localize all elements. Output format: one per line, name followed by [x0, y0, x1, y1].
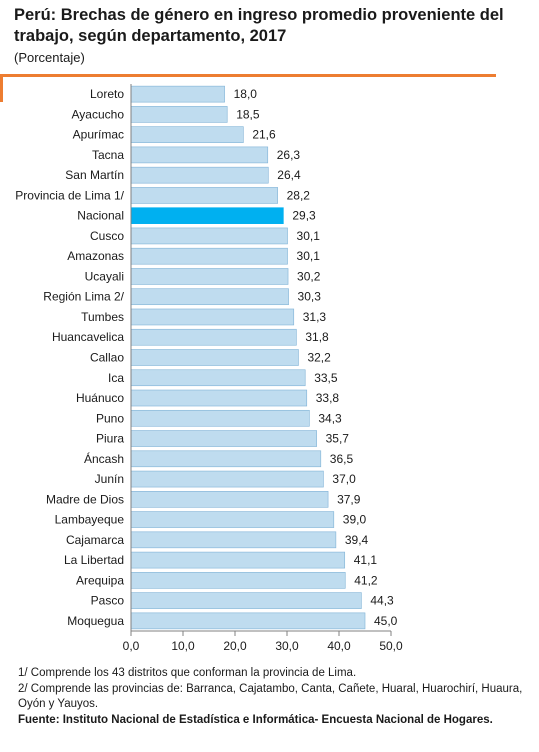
bar [130, 207, 284, 224]
bar [130, 389, 308, 407]
bar-chart: Loreto 18,0 Ayacucho 18,5 Apurímac 21,6 Tacna 2… [15, 84, 403, 653]
bar [130, 612, 366, 630]
bar [130, 85, 225, 103]
value-label: 33,8 [316, 391, 340, 405]
bar [130, 166, 269, 184]
bar [130, 106, 228, 123]
category-label: Ica [108, 371, 124, 385]
bar [130, 187, 278, 204]
x-tick-label: 50,0 [379, 639, 403, 653]
chart-footer: 1/ Comprende los 43 distritos que confor… [18, 666, 533, 728]
bar [130, 308, 295, 326]
bar [130, 409, 310, 427]
category-label: Áncash [84, 451, 124, 466]
bar [130, 430, 317, 447]
category-label: Huancavelica [52, 330, 124, 344]
category-label: Amazonas [67, 249, 124, 263]
value-label: 34,3 [318, 411, 342, 425]
value-label: 44,3 [370, 594, 394, 608]
category-label: La Libertad [64, 553, 124, 567]
category-label: Ucayali [85, 269, 124, 283]
bar [130, 491, 329, 508]
bar [130, 328, 297, 346]
x-tick-label: 10,0 [171, 639, 195, 653]
value-label: 33,5 [314, 371, 338, 385]
bar [130, 450, 322, 468]
value-label: 29,3 [292, 209, 316, 223]
bar [130, 511, 335, 528]
footnote-1: 1/ Comprende los 43 distritos que confor… [18, 667, 357, 679]
chart-header: Perú: Brechas de género en ingreso prome… [0, 0, 539, 102]
category-label: Madre de Dios [46, 492, 124, 506]
value-label: 39,4 [345, 533, 369, 547]
header-accent-tick [0, 74, 3, 102]
category-label: Piura [96, 432, 124, 446]
value-label: 28,2 [287, 188, 311, 202]
bar [130, 349, 299, 366]
category-label: Región Lima 2/ [43, 290, 124, 304]
category-label: Pasco [91, 594, 125, 608]
category-label: Callao [90, 351, 124, 365]
category-label: Huánuco [76, 391, 124, 405]
bar [130, 146, 269, 164]
bar [130, 531, 337, 549]
bar [130, 268, 289, 285]
value-label: 32,2 [307, 351, 331, 365]
value-label: 37,0 [332, 472, 356, 486]
value-label: 41,2 [354, 573, 378, 587]
category-label: Ayacucho [72, 107, 125, 121]
value-label: 39,0 [343, 513, 367, 527]
bar [130, 592, 362, 609]
x-tick-label: 30,0 [275, 639, 299, 653]
value-label: 21,6 [252, 128, 276, 142]
value-label: 37,9 [337, 492, 361, 506]
value-label: 35,7 [326, 432, 350, 446]
value-label: 26,3 [277, 148, 301, 162]
value-label: 31,8 [305, 330, 329, 344]
bar [130, 227, 288, 245]
value-label: 18,5 [236, 107, 260, 121]
value-label: 36,5 [330, 452, 354, 466]
category-label: Cusco [90, 229, 124, 243]
category-label: Moquegua [67, 614, 124, 628]
category-label: Provincia de Lima 1/ [15, 188, 124, 202]
bar [130, 369, 306, 387]
category-label: San Martín [65, 168, 124, 182]
value-label: 31,3 [303, 310, 327, 324]
value-label: 45,0 [374, 614, 398, 628]
x-tick-label: 0,0 [123, 639, 140, 653]
bar [130, 572, 346, 589]
bar [130, 470, 324, 488]
category-label: Tacna [92, 148, 124, 162]
category-label: Lambayeque [55, 513, 125, 527]
source-note: Fuente: Instituto Nacional de Estadístic… [18, 713, 493, 726]
category-label: Junín [95, 472, 124, 486]
value-label: 41,1 [354, 553, 378, 567]
category-label: Puno [96, 411, 124, 425]
x-tick-label: 40,0 [327, 639, 351, 653]
x-tick-label: 20,0 [223, 639, 247, 653]
value-label: 26,4 [277, 168, 301, 182]
value-label: 30,1 [297, 249, 321, 263]
value-label: 30,1 [297, 229, 321, 243]
category-label: Tumbes [81, 310, 124, 324]
bar [130, 288, 289, 306]
footnote-2: 2/ Comprende las provincias de: Barranca… [18, 682, 523, 711]
chart-subtitle: (Porcentaje) [14, 50, 85, 65]
chart-title: Perú: Brechas de género en ingreso prome… [14, 6, 504, 45]
bar [130, 551, 346, 569]
category-label: Cajamarca [66, 533, 124, 547]
bar [130, 126, 244, 143]
category-label: Loreto [90, 87, 124, 101]
header-accent-rule [0, 74, 496, 77]
category-label: Apurímac [73, 128, 124, 142]
value-label: 18,0 [234, 87, 258, 101]
category-label: Arequipa [76, 573, 124, 587]
value-label: 30,3 [298, 290, 322, 304]
value-label: 30,2 [297, 269, 321, 283]
category-label: Nacional [77, 209, 124, 223]
bar [130, 247, 288, 265]
